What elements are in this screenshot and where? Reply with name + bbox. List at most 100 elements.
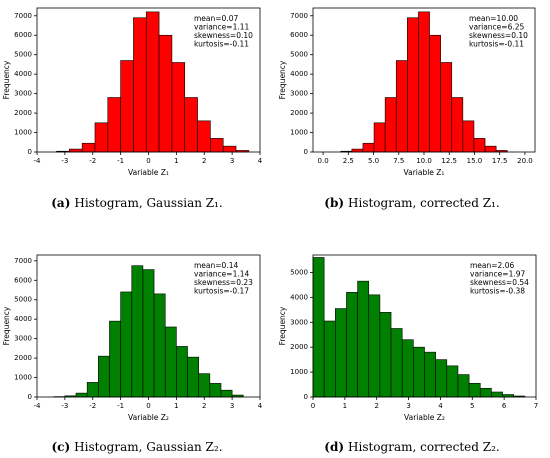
bar bbox=[69, 148, 83, 153]
x-tick-label: -4 bbox=[34, 157, 42, 165]
y-tick-label: 1000 bbox=[290, 129, 308, 137]
bar bbox=[107, 97, 121, 153]
x-tick-label: 2.5 bbox=[343, 157, 354, 165]
panel: 0 1 2 3 4 5 6 7 0 1000 2000 3000 4000 5000 Variable Z₂… bbox=[278, 254, 538, 454]
bar bbox=[197, 120, 211, 153]
x-tick-label: 0 bbox=[146, 157, 150, 165]
bar bbox=[351, 148, 364, 153]
bar bbox=[418, 11, 430, 153]
bar bbox=[220, 389, 233, 398]
x-tick-label: -2 bbox=[89, 402, 96, 410]
x-tick-label: 6 bbox=[502, 402, 507, 410]
x-tick-label: 0 bbox=[146, 402, 150, 410]
stat-annotation: variance=1.97 bbox=[470, 270, 526, 279]
y-tick-label: 7000 bbox=[14, 12, 32, 20]
caption-label: (a) bbox=[51, 196, 70, 210]
bar bbox=[373, 122, 386, 153]
y-axis-label: Frequency bbox=[2, 306, 11, 345]
y-tick-label: 4000 bbox=[14, 315, 32, 323]
bar bbox=[164, 326, 177, 398]
y-tick-label: 4000 bbox=[14, 70, 32, 78]
bar bbox=[346, 292, 358, 398]
x-axis-label: Variable Z₂ bbox=[404, 413, 445, 422]
y-tick-label: 4000 bbox=[290, 70, 308, 78]
y-tick-label: 6000 bbox=[290, 31, 308, 39]
caption-label: (c) bbox=[51, 440, 70, 454]
bar bbox=[491, 391, 503, 398]
y-axis-label: Frequency bbox=[278, 60, 287, 99]
bar bbox=[81, 142, 96, 153]
stat-annotation: skewness=0.10 bbox=[469, 31, 528, 40]
bar bbox=[473, 138, 486, 153]
y-tick-label: 0 bbox=[304, 393, 308, 401]
y-axis-label: Frequency bbox=[278, 306, 287, 345]
y-tick-label: 2000 bbox=[14, 354, 32, 362]
y-tick-label: 4000 bbox=[290, 293, 308, 301]
y-tick-label: 3000 bbox=[290, 90, 308, 98]
bar bbox=[94, 122, 109, 153]
bar bbox=[384, 97, 397, 153]
bar bbox=[323, 320, 336, 398]
bar bbox=[176, 346, 188, 398]
y-tick-label: 3000 bbox=[290, 318, 308, 326]
stat-annotation: variance=1.11 bbox=[194, 23, 250, 32]
x-tick-label: 12.5 bbox=[441, 157, 457, 165]
bar bbox=[198, 373, 211, 398]
y-tick-label: 6000 bbox=[14, 31, 32, 39]
bar bbox=[368, 294, 381, 398]
x-tick-label: 0.0 bbox=[318, 157, 329, 165]
caption-text: Histogram, Gaussian Z₂. bbox=[74, 440, 222, 454]
bar bbox=[407, 17, 419, 153]
bar bbox=[131, 265, 144, 398]
x-tick-label: 1 bbox=[174, 157, 178, 165]
caption: (b) Histogram, corrected Z₁. bbox=[324, 196, 499, 210]
bar bbox=[184, 97, 198, 153]
caption-text: Histogram, corrected Z₂. bbox=[348, 440, 500, 454]
y-tick-label: 2000 bbox=[14, 109, 32, 117]
bar bbox=[142, 269, 155, 398]
bar bbox=[171, 62, 186, 153]
x-tick-label: -3 bbox=[61, 402, 68, 410]
x-tick-label: 15.0 bbox=[467, 157, 483, 165]
y-tick-label: 0 bbox=[28, 393, 32, 401]
bar bbox=[413, 346, 425, 398]
y-tick-label: 1000 bbox=[14, 129, 32, 137]
panel: -4 -3 -2 -1 0 1 2 3 4 0 1000 2000 3000 4000 5000 6000 70… bbox=[2, 7, 263, 210]
bar bbox=[98, 355, 110, 398]
panel: 0.0 2.5 5.0 7.5 10.0 12.5 15.0 17.5 20.0 0 1000 200… bbox=[278, 7, 536, 210]
y-tick-label: 3000 bbox=[14, 90, 32, 98]
bar bbox=[484, 145, 497, 153]
x-axis-label: Variable Z₁ bbox=[128, 168, 169, 177]
bar bbox=[145, 11, 160, 153]
y-axis-label: Frequency bbox=[2, 60, 11, 99]
stat-annotation: kurtosis=-0.11 bbox=[194, 40, 249, 49]
bar bbox=[479, 387, 492, 398]
y-tick-label: 7000 bbox=[290, 12, 308, 20]
x-tick-label: 1 bbox=[174, 402, 178, 410]
x-tick-label: 5.0 bbox=[368, 157, 379, 165]
x-tick-label: 4 bbox=[258, 157, 263, 165]
stat-annotation: variance=6.25 bbox=[469, 23, 525, 32]
y-tick-label: 0 bbox=[28, 148, 32, 156]
bar bbox=[120, 60, 134, 153]
stat-annotation: kurtosis=-0.17 bbox=[194, 287, 249, 296]
y-tick-label: 0 bbox=[304, 148, 308, 156]
bar bbox=[357, 280, 370, 398]
stat-annotation: skewness=0.23 bbox=[194, 278, 253, 287]
bar bbox=[109, 320, 121, 398]
x-tick-label: 5 bbox=[470, 402, 474, 410]
caption: (c) Histogram, Gaussian Z₂. bbox=[51, 440, 222, 454]
x-tick-label: 4 bbox=[438, 402, 443, 410]
y-tick-label: 2000 bbox=[290, 109, 308, 117]
y-tick-label: 1000 bbox=[14, 374, 32, 382]
x-axis-label: Variable Z₂ bbox=[128, 413, 169, 422]
x-tick-label: 3 bbox=[230, 157, 234, 165]
bar bbox=[187, 356, 199, 398]
caption-text: Histogram, corrected Z₁. bbox=[348, 196, 500, 210]
x-axis-label: Variable Z₁ bbox=[404, 168, 445, 177]
stat-annotation: mean=10.00 bbox=[469, 14, 518, 23]
plot-frame bbox=[312, 254, 537, 398]
bar bbox=[210, 138, 224, 153]
caption-label: (d) bbox=[324, 440, 344, 454]
